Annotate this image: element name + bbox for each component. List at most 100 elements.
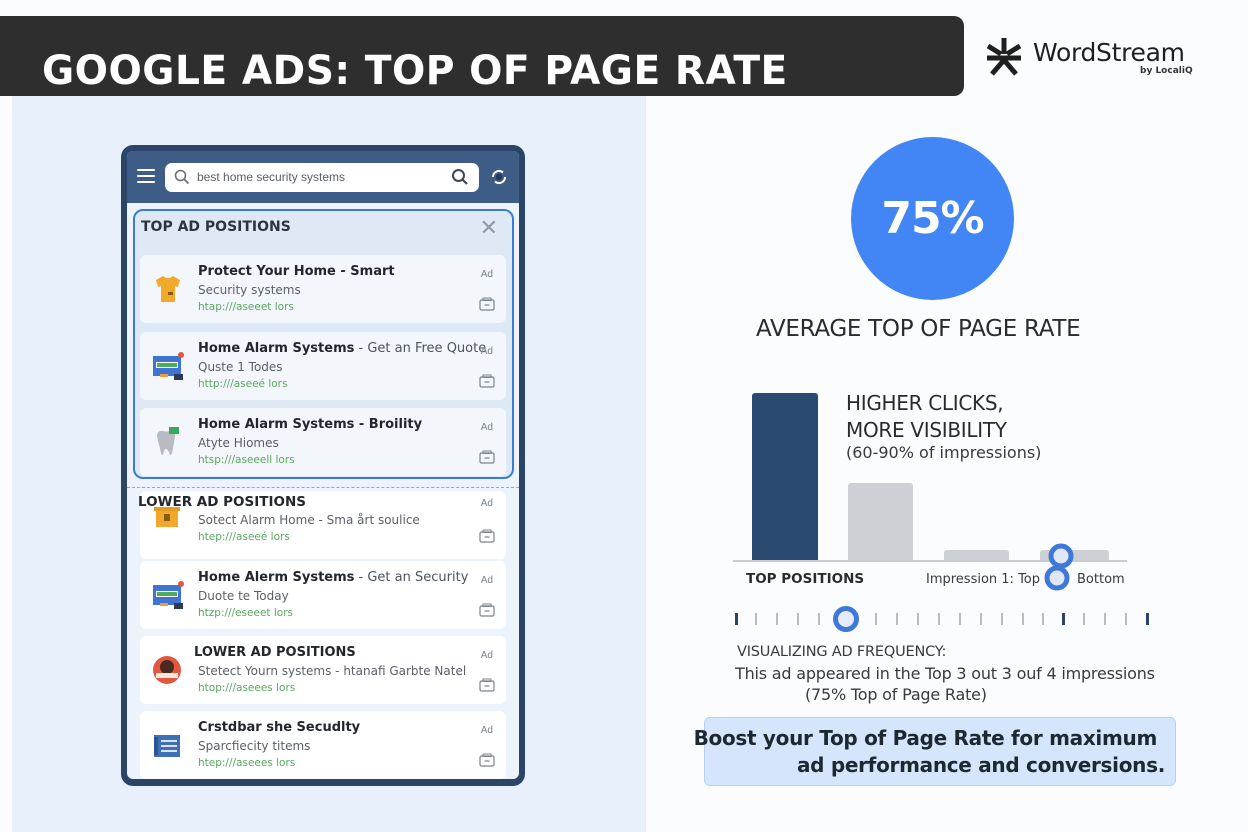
tooth-icon: [157, 427, 179, 456]
rate-circle: 75%: [851, 137, 1014, 300]
ad-card[interactable]: Crstdbar she Secudlty Sparcfiecity titem…: [140, 711, 506, 779]
frequency-tick: [735, 613, 738, 625]
wordstream-logo: WordStream by LocaliQ: [984, 36, 1204, 82]
frequency-tick: [980, 613, 982, 625]
ad-badge: Ad: [480, 725, 493, 736]
section-divider: [127, 487, 519, 488]
ad-url[interactable]: http:///aseeé lors: [198, 378, 288, 390]
ad-title[interactable]: Protect Your Home - Smart: [198, 264, 395, 279]
frequency-heading: VISUALIZING AD FREQUENCY:: [737, 644, 947, 660]
ad-url[interactable]: htep:///aseeé lors: [198, 531, 290, 543]
ad-description: Atyte Hiomes: [198, 436, 279, 450]
wordstream-logo-icon: [986, 38, 1022, 76]
top-ad-positions-label: TOP AD POSITIONS: [141, 219, 291, 235]
frequency-tick: [1042, 613, 1044, 625]
label-top-positions: TOP POSITIONS: [746, 571, 865, 587]
frequency-tick: [938, 613, 940, 625]
ad-description: Sparcfiecity titems: [198, 739, 311, 753]
logo-wordmark: WordStream: [1033, 38, 1185, 67]
search-input[interactable]: best home security systems: [165, 163, 479, 192]
ad-description: Sotect Alarm Home - Sma årt soulice: [198, 513, 420, 527]
page-title: GOOGLE ADS: TOP OF PAGE RATE: [42, 48, 788, 94]
ad-description: Duote te Today: [198, 589, 289, 603]
figure-eight-marker-icon: [1044, 543, 1074, 591]
monitor-icon: [153, 352, 184, 380]
save-icon[interactable]: [479, 374, 495, 388]
title-bar: GOOGLE ADS: TOP OF PAGE RATE: [0, 16, 964, 96]
hamburger-menu-icon[interactable]: [137, 169, 155, 183]
ad-badge: Ad: [480, 498, 493, 509]
ad-card[interactable]: Home Alarm Systems - Get an Free Quote Q…: [140, 332, 506, 400]
document-icon: [154, 735, 180, 757]
close-icon[interactable]: ✕: [479, 215, 498, 240]
search-icon: [174, 169, 190, 185]
ad-description: Security systems: [198, 283, 301, 297]
search-submit-icon[interactable]: [451, 168, 469, 186]
rate-label: AVERAGE TOP OF PAGE RATE: [756, 316, 1081, 342]
save-icon[interactable]: [479, 297, 495, 311]
frequency-tick: [1125, 613, 1127, 625]
ad-card[interactable]: Home Alerm Systems - Get an Security Duo…: [140, 561, 506, 629]
cta-line-2: ad performance and conversions.: [796, 753, 1165, 777]
ad-badge: Ad: [480, 346, 493, 357]
ad-url[interactable]: htsp:///aseeell lors: [198, 454, 295, 466]
chart-bar: [944, 550, 1009, 560]
frequency-tick: [1146, 613, 1149, 625]
ad-card[interactable]: Home Alarm Systems - Broility Atyte Hiom…: [140, 408, 506, 476]
chart-baseline: [733, 560, 1127, 562]
frequency-marker: [833, 606, 859, 632]
lower-ad-positions-label: LOWER AD POSITIONS: [138, 494, 307, 510]
cta-box: Boost your Top of Page Rate for maximum …: [694, 717, 1176, 786]
frequency-tick: [917, 613, 919, 625]
ad-url[interactable]: htzp:///eseeet lors: [198, 607, 293, 619]
save-icon[interactable]: [479, 529, 495, 543]
frequency-tick: [1062, 613, 1065, 625]
badge-icon: [153, 656, 181, 684]
save-icon[interactable]: [479, 753, 495, 767]
box-icon: [154, 507, 180, 527]
frequency-line-1: This ad appeared in the Top 3 out 3 ouf …: [735, 664, 1155, 683]
ad-card[interactable]: LOWER AD POSITIONS Stetect Yourn systems…: [140, 636, 506, 704]
phone-mockup: best home security systems TOP AD POSITI…: [121, 145, 525, 786]
frequency-tick: [1022, 613, 1024, 625]
frequency-tick: [959, 613, 961, 625]
frequency-tick: [1104, 613, 1106, 625]
ad-badge: Ad: [480, 650, 493, 661]
ad-title[interactable]: LOWER AD POSITIONS: [194, 645, 356, 660]
ad-description: Stetect Yourn systems - htanafi Garbte N…: [198, 664, 467, 678]
ad-card[interactable]: Sotect Alarm Home - Sma årt soulice htep…: [140, 491, 506, 559]
frequency-tick: [755, 613, 757, 625]
frequency-tick: [776, 613, 778, 625]
search-query: best home security systems: [197, 170, 346, 184]
frequency-tick: [875, 613, 877, 625]
frequency-tick: [797, 613, 799, 625]
ad-title[interactable]: Crstdbar she Secudlty: [198, 720, 361, 735]
chart-bar: [752, 393, 818, 560]
ad-description: Quste 1 Todes: [198, 360, 283, 374]
monitor-icon: [153, 581, 184, 609]
rate-value: 75%: [881, 193, 984, 244]
ad-url[interactable]: htep:///aseees lors: [198, 757, 296, 769]
frequency-tick: [818, 613, 820, 625]
ad-url[interactable]: htap:///aseeet lors: [198, 301, 294, 313]
ad-card[interactable]: Protect Your Home - Smart Security syste…: [140, 255, 506, 323]
save-icon[interactable]: [479, 678, 495, 692]
refresh-icon[interactable]: [489, 167, 509, 187]
chart-headline: HIGHER CLICKS, MORE VISIBILITY: [846, 391, 1007, 442]
ad-title[interactable]: Home Alerm Systems - Get an Security: [198, 570, 469, 585]
frequency-tick: [896, 613, 898, 625]
ad-url[interactable]: htop:///aseees lors: [198, 682, 296, 694]
search-header: best home security systems: [127, 151, 519, 203]
save-icon[interactable]: [479, 450, 495, 464]
logo-byline: by LocaliQ: [1140, 66, 1193, 76]
chart-subline: (60-90% of impressions): [846, 443, 1042, 462]
label-impression: Impression 1: Top: [926, 572, 1041, 587]
ad-title[interactable]: Home Alarm Systems - Get an Free Quote: [198, 341, 487, 356]
chart-bar: [1040, 550, 1109, 560]
ad-title[interactable]: Home Alarm Systems - Broility: [198, 417, 423, 432]
ad-badge: Ad: [480, 575, 493, 586]
frequency-tick: [1001, 613, 1003, 625]
tshirt-icon: [156, 276, 180, 302]
save-icon[interactable]: [479, 603, 495, 617]
phone-screen: best home security systems TOP AD POSITI…: [127, 151, 519, 779]
